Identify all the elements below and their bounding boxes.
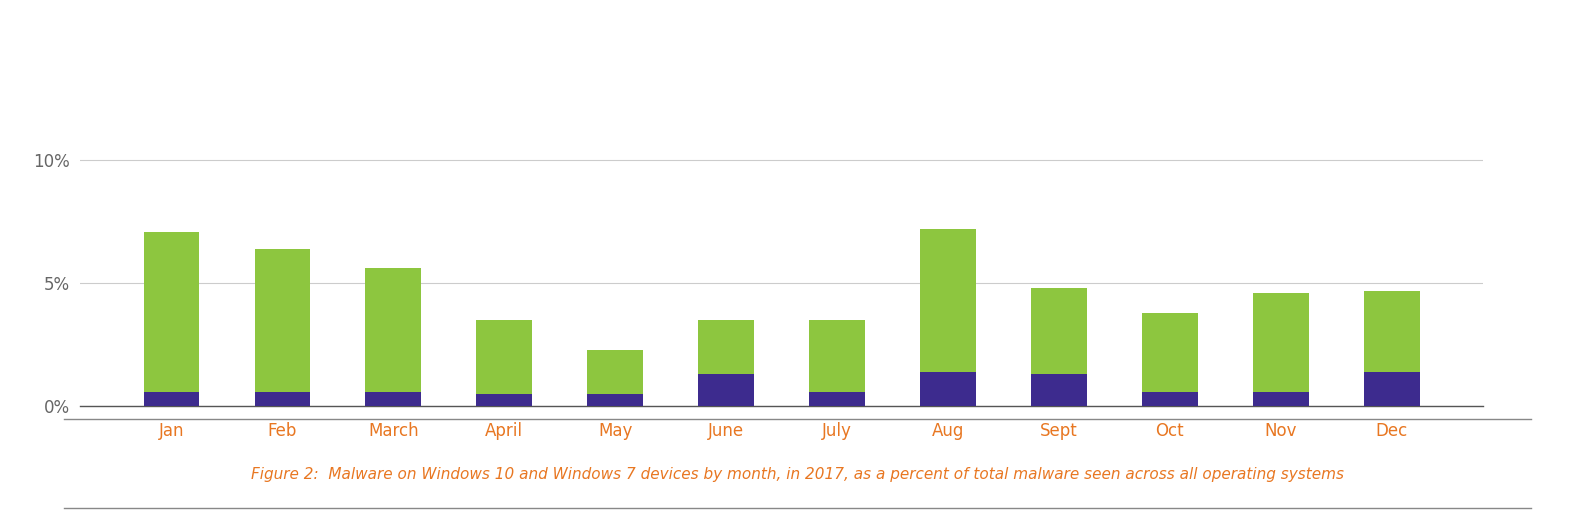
Bar (1254, 392, 1308, 406)
Bar (699, 320, 754, 375)
Bar (1032, 375, 1086, 406)
Bar (255, 249, 309, 392)
Bar (920, 229, 976, 372)
Bar (365, 268, 421, 392)
Bar (809, 392, 864, 406)
Bar (477, 394, 531, 406)
Bar (809, 320, 864, 392)
Bar (920, 372, 976, 406)
Bar (1142, 392, 1198, 406)
Bar (1364, 372, 1420, 406)
Bar (587, 394, 643, 406)
Text: Figure 2:  Malware on Windows 10 and Windows 7 devices by month, in 2017, as a p: Figure 2: Malware on Windows 10 and Wind… (250, 467, 1345, 481)
Bar (477, 320, 531, 394)
Bar (255, 392, 309, 406)
Bar (699, 375, 754, 406)
Bar (1364, 291, 1420, 372)
Bar (365, 392, 421, 406)
Bar (1254, 293, 1308, 392)
Bar (1142, 313, 1198, 392)
Bar (144, 231, 199, 392)
Bar (144, 392, 199, 406)
Bar (1032, 288, 1086, 375)
Bar (587, 350, 643, 394)
